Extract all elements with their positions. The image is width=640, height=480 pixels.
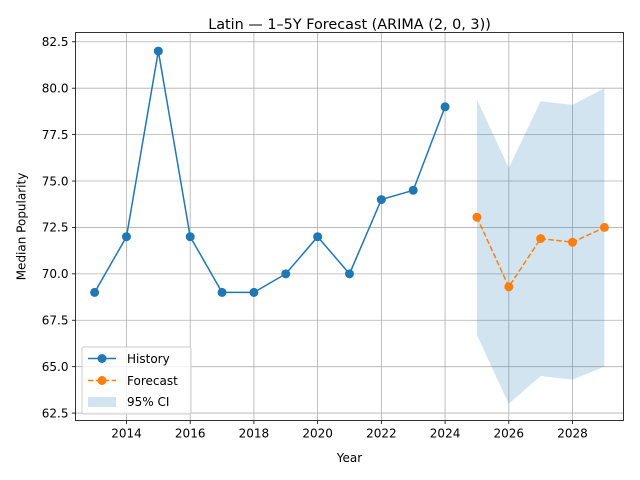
- series-1-point: [568, 237, 578, 247]
- x-tick-label: 2022: [366, 427, 397, 441]
- x-axis-ticks: 2014 2016 2018 2020 2022 2024 2026 2028: [111, 420, 588, 441]
- y-axis-ticks: 62.5 65.0 67.5 70.0 72.5 75.0 77.5 80.0 82.5: [42, 35, 76, 420]
- x-tick-label: 2016: [175, 427, 206, 441]
- y-tick-label: 72.5: [42, 221, 69, 235]
- series-0-point: [121, 232, 131, 242]
- series-0-point: [408, 185, 418, 195]
- series-0-point: [313, 232, 323, 242]
- legend-ci-label: 95% CI: [127, 395, 169, 409]
- series-0-point: [281, 269, 291, 279]
- y-tick-label: 75.0: [42, 174, 69, 188]
- series-1-point: [504, 282, 514, 292]
- legend-ci-swatch: [88, 397, 116, 407]
- chart-title: Latin — 1–5Y Forecast (ARIMA (2, 0, 3)): [208, 17, 491, 33]
- y-axis-label: Median Popularity: [15, 173, 29, 281]
- legend-history-marker: [97, 354, 107, 363]
- y-tick-label: 82.5: [42, 35, 69, 49]
- y-tick-label: 65.0: [42, 360, 69, 374]
- x-tick-label: 2018: [239, 427, 270, 441]
- series-layer: [90, 46, 609, 297]
- x-tick-label: 2024: [430, 427, 461, 441]
- x-tick-label: 2026: [494, 427, 525, 441]
- series-1-point: [536, 234, 546, 244]
- series-1-point: [599, 222, 609, 232]
- y-tick-label: 67.5: [42, 314, 69, 328]
- y-tick-label: 70.0: [42, 267, 69, 281]
- x-tick-label: 2028: [557, 427, 588, 441]
- series-line-0: [93, 50, 446, 294]
- series-0-point: [90, 287, 100, 297]
- x-tick-label: 2020: [302, 427, 333, 441]
- x-tick-label: 2014: [111, 427, 142, 441]
- series-0-point: [345, 269, 354, 279]
- y-tick-label: 80.0: [42, 81, 69, 95]
- series-1-point: [472, 212, 482, 222]
- series-0-point: [153, 46, 163, 56]
- legend-history-label: History: [127, 352, 170, 366]
- x-axis-label: Year: [336, 451, 362, 465]
- y-tick-label: 62.5: [42, 406, 69, 420]
- series-0-point: [185, 232, 195, 242]
- legend: History Forecast 95% CI: [81, 346, 192, 415]
- grid-lines: [75, 32, 624, 421]
- y-tick-label: 77.5: [42, 128, 69, 142]
- series-0-point: [440, 102, 450, 112]
- series-0-point: [249, 287, 259, 297]
- legend-forecast-marker: [97, 376, 107, 385]
- series-0-point: [376, 195, 386, 205]
- legend-box: [81, 346, 192, 415]
- legend-forecast-label: Forecast: [127, 374, 178, 388]
- plot-frame: [75, 32, 624, 421]
- confidence-band: [476, 88, 605, 404]
- series-0-point: [217, 287, 227, 297]
